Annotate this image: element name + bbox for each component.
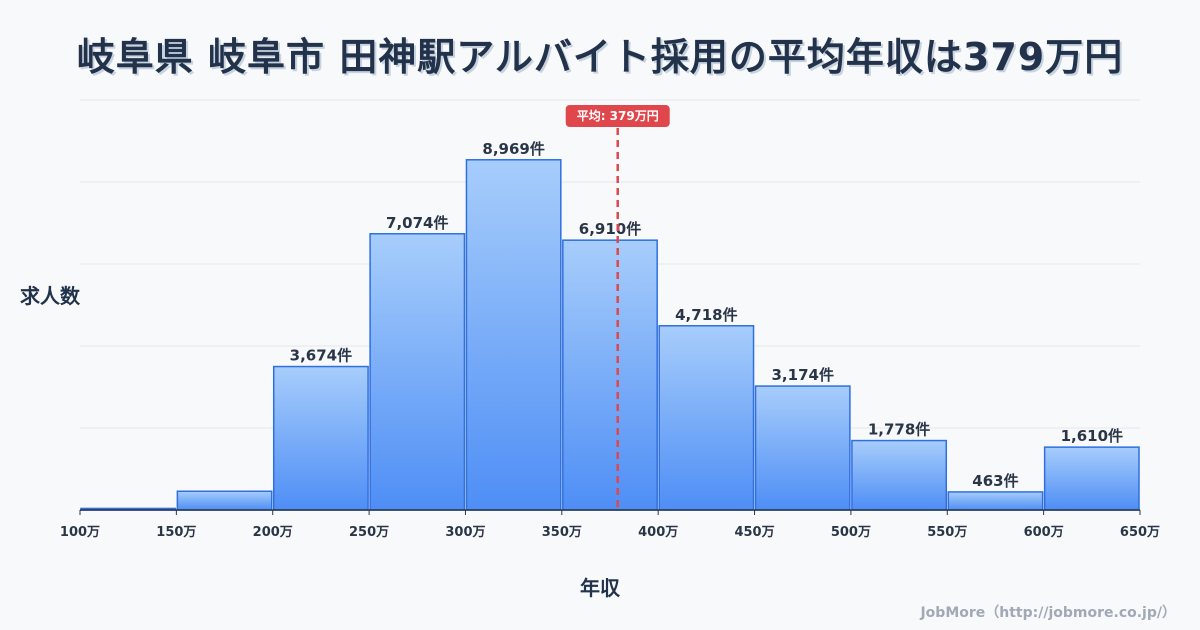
y-axis-label: 求人数	[20, 284, 80, 308]
bars	[80, 159, 1140, 511]
bar-value-label: 1,778件	[868, 421, 930, 439]
histogram-bar	[272, 365, 369, 511]
bar-value-label: 8,969件	[482, 140, 544, 158]
x-tick-label: 350万	[542, 525, 582, 540]
data-labels: 3,674件 7,074件 8,969件 6,910件 4,718件 3,174件 1,77…	[290, 140, 1123, 490]
bar-value-label: 6,910件	[579, 220, 641, 238]
source-credit: JobMore（http://jobmore.co.jp/）	[920, 605, 1176, 621]
chart-title: 岐阜県 岐阜市 田神駅アルバイト採用の平均年収は379万円	[76, 35, 1124, 79]
x-tick-label: 550万	[927, 525, 967, 540]
histogram-bar	[176, 490, 273, 511]
x-tick-label: 300万	[445, 525, 485, 540]
bar-value-label: 463件	[972, 472, 1018, 490]
histogram-bar	[465, 159, 562, 511]
histogram-bar	[369, 233, 466, 511]
histogram-bar	[562, 239, 658, 511]
bar-value-label: 7,074件	[386, 214, 448, 232]
x-axis-label: 年収	[580, 576, 620, 600]
histogram-bar	[658, 325, 755, 511]
x-axis: 100万 150万 200万 250万 300万 350万 400万 450万 500万 550万…	[60, 509, 1160, 540]
bar-value-label: 3,674件	[290, 347, 352, 365]
average-marker: 平均: 379万円	[565, 105, 670, 510]
x-tick-label: 600万	[1024, 525, 1064, 540]
histogram-bar	[1043, 446, 1140, 511]
bar-value-label: 3,174件	[772, 366, 834, 384]
average-badge	[565, 105, 670, 127]
bar-value-label: 1,610件	[1061, 427, 1123, 445]
histogram-bar	[851, 439, 948, 511]
x-tick-label: 250万	[349, 525, 389, 540]
bar-value-label: 4,718件	[675, 306, 737, 324]
x-tick-label: 150万	[156, 525, 196, 540]
x-tick-label: 400万	[638, 525, 678, 540]
x-tick-label: 500万	[831, 525, 871, 540]
x-tick-label: 100万	[60, 525, 100, 540]
histogram-bar	[754, 385, 851, 511]
histogram-bar	[947, 491, 1044, 511]
average-badge-label: 平均: 379万円	[577, 108, 659, 123]
x-tick-label: 200万	[253, 525, 293, 540]
x-tick-label: 450万	[734, 525, 774, 540]
x-tick-label: 650万	[1120, 525, 1160, 540]
